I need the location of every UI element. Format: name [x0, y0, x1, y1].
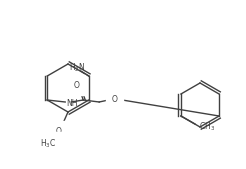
Text: H$_2$N: H$_2$N [69, 62, 85, 74]
Text: O: O [56, 127, 62, 136]
Text: NH: NH [66, 99, 78, 107]
Text: O: O [111, 95, 117, 104]
Text: O: O [73, 80, 79, 90]
Text: H$_3$C: H$_3$C [40, 138, 56, 150]
Text: CH$_3$: CH$_3$ [199, 121, 215, 133]
